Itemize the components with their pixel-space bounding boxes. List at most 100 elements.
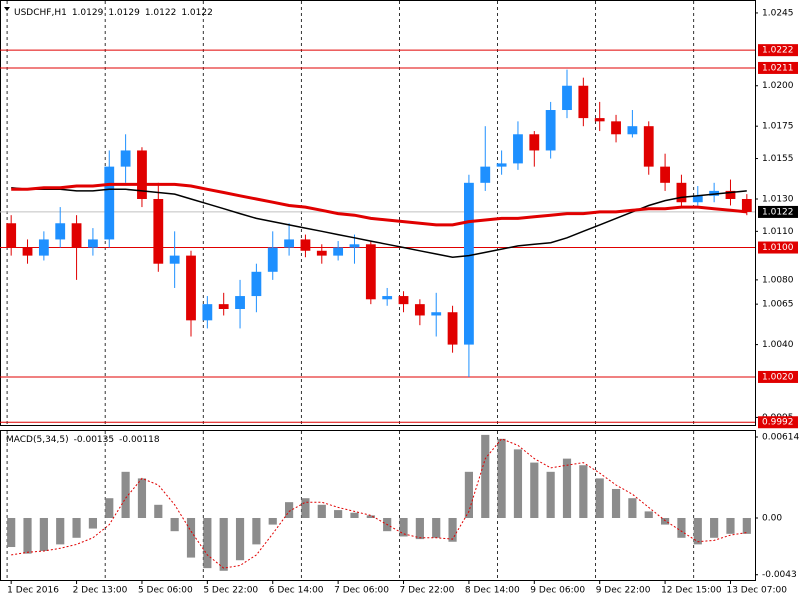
y-tick-label: 1.0080 — [762, 275, 794, 285]
macd-bar — [661, 517, 670, 525]
candle-body — [284, 239, 294, 248]
macd-bar — [317, 504, 326, 518]
header-value: 1.0129 — [72, 8, 104, 18]
candle-body — [218, 304, 229, 310]
candle-body — [202, 304, 213, 321]
y-tick-label: 0.00614 — [762, 432, 799, 442]
y-tick-label: 1.0040 — [762, 340, 794, 350]
candle-body — [349, 244, 360, 248]
macd-bar — [628, 498, 637, 518]
candle-body — [55, 223, 66, 240]
candle-body — [267, 247, 278, 272]
candle-body — [431, 312, 442, 316]
candle-body — [692, 195, 703, 203]
level-label-box — [758, 370, 798, 383]
level-label: 1.0100 — [762, 243, 794, 253]
macd-bar — [88, 517, 97, 529]
level-label: 1.0211 — [762, 63, 794, 73]
macd-bar — [154, 504, 163, 518]
macd-bar — [285, 502, 294, 518]
level-label-box — [758, 416, 798, 429]
candle-body — [496, 163, 507, 167]
y-tick-label: 1.0175 — [762, 122, 794, 132]
y-tick-label: 0.00 — [762, 513, 782, 523]
panel-header: USDCHF,H1 1.0129 1.0129 1.0122 1.0122 — [14, 8, 213, 18]
x-tick-label: 7 Dec 06:00 — [334, 586, 389, 596]
x-tick-label: 12 Dec 15:00 — [661, 586, 722, 596]
level-label: 1.0222 — [762, 46, 794, 56]
macd-bar — [121, 471, 130, 518]
candle-body — [300, 239, 311, 251]
macd-bar — [710, 517, 719, 538]
candle-body — [676, 182, 687, 203]
macd-bar — [415, 517, 424, 540]
macd-bar — [481, 434, 490, 518]
x-tick-label: 9 Dec 22:00 — [596, 586, 651, 596]
macd-bar — [105, 498, 114, 518]
macd-bar — [611, 488, 621, 518]
candle-body — [545, 110, 556, 151]
macd-bar — [432, 517, 441, 538]
x-tick-label: 5 Dec 06:00 — [138, 586, 193, 596]
macd-bar — [219, 517, 228, 571]
level-label-box — [758, 241, 798, 254]
candle-body — [333, 247, 344, 256]
candle-body — [186, 255, 196, 321]
macd-bar — [513, 449, 523, 518]
macd-bar — [497, 438, 506, 518]
candle-body — [562, 85, 572, 111]
macd-bar — [334, 510, 343, 518]
y-tick-label: 1.0130 — [762, 194, 794, 204]
candle-body — [88, 239, 98, 248]
macd-bar — [268, 517, 277, 525]
y-tick-label: 1.0245 — [762, 8, 794, 18]
level-label-box — [758, 44, 798, 57]
level-label: 1.0020 — [762, 372, 794, 382]
macd-bar — [366, 515, 375, 518]
macd-bar — [579, 465, 588, 518]
x-tick-label: 6 Dec 14:00 — [269, 586, 324, 596]
candle-body — [529, 134, 540, 151]
candle-body — [578, 85, 589, 119]
x-tick-label: 9 Dec 06:00 — [530, 586, 585, 596]
candle-body — [251, 271, 262, 297]
macd-bar — [39, 517, 48, 551]
candle-body — [235, 296, 245, 310]
macd-bar — [23, 517, 32, 554]
moving-average — [11, 182, 747, 227]
macd-bar — [742, 517, 751, 534]
candle-body — [513, 134, 523, 164]
candle-body — [71, 223, 82, 248]
macd-bar — [464, 471, 473, 518]
candle-body — [365, 244, 376, 300]
macd-bar — [252, 517, 261, 545]
candle-body — [643, 126, 654, 167]
y-tick-label: 1.0110 — [762, 227, 794, 237]
header-value: 1.0122 — [181, 8, 213, 18]
macd-bar — [644, 511, 653, 518]
macd-bar — [448, 517, 457, 542]
level-label-box — [758, 61, 798, 74]
macd-bar — [72, 517, 81, 538]
header-value: 1.0129 — [108, 8, 140, 18]
y-tick-label: 1.0200 — [762, 81, 794, 91]
panel-title: MACD(5,34,5) — [6, 435, 69, 445]
candle-body — [6, 223, 17, 248]
macd-bar — [677, 517, 686, 538]
macd-bar — [726, 517, 735, 534]
candle-body — [169, 255, 180, 264]
candle-body — [137, 150, 147, 199]
y-tick-label: 1.0065 — [762, 300, 794, 310]
macd-bar — [546, 471, 555, 518]
macd-bar — [530, 462, 539, 518]
candle-body — [611, 121, 621, 135]
candle-body — [104, 166, 115, 240]
y-tick-label: -0.0043 — [762, 570, 797, 580]
x-tick-label: 13 Dec 07:00 — [726, 586, 787, 596]
candle-body — [153, 198, 164, 264]
candle-body — [480, 166, 491, 183]
candle-body — [709, 190, 720, 196]
macd-signal — [11, 438, 747, 569]
candle-body — [447, 312, 458, 345]
